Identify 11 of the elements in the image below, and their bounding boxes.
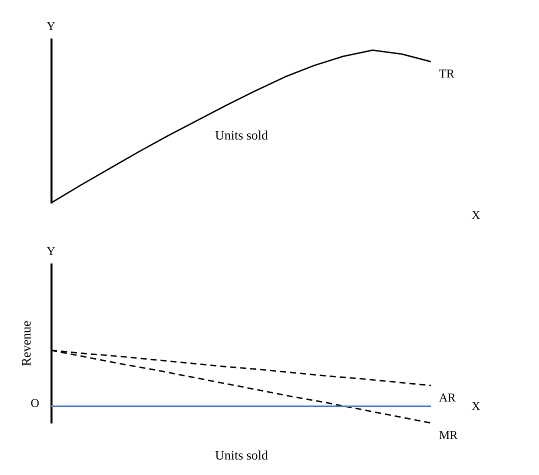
series-label: AR xyxy=(439,390,456,405)
text: Y xyxy=(46,19,56,33)
series-label: MR xyxy=(439,428,458,442)
x-axis-title: Units sold xyxy=(214,448,269,462)
y-axis-title: Revenue xyxy=(18,320,34,366)
text: O xyxy=(30,396,40,410)
text: Y xyxy=(46,244,56,258)
series-label: TR xyxy=(439,66,454,81)
text: X xyxy=(472,208,481,222)
x-axis-title: Units sold xyxy=(214,127,269,142)
text: X xyxy=(472,399,481,414)
